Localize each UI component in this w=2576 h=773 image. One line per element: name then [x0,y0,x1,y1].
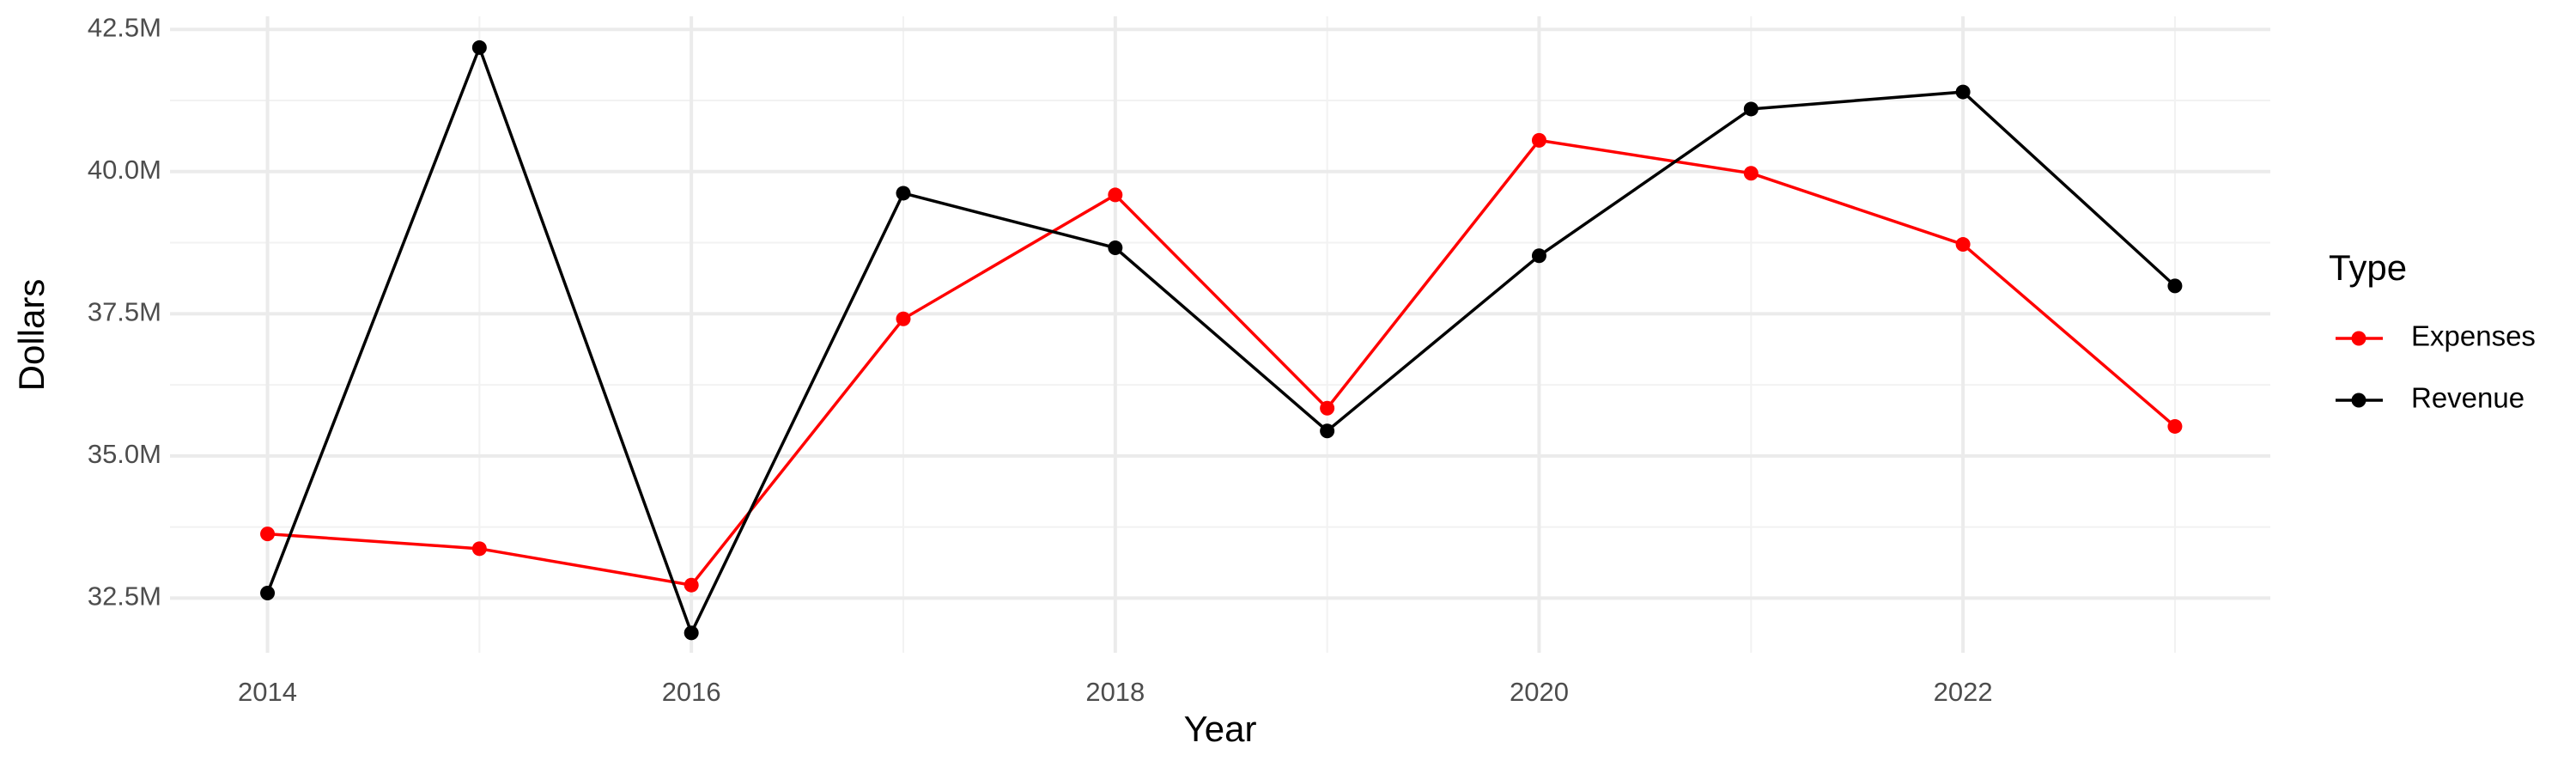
data-point [260,585,276,600]
series-line [265,43,2177,637]
legend-key-point [2351,393,2366,408]
y-axis-title: Dollars [11,279,52,392]
data-point [896,186,911,201]
data-point [471,541,487,557]
series-line [267,138,2177,587]
data-point [1955,84,1971,100]
legend-title: Type [2329,247,2407,288]
y-tick-label: 40.0M [88,155,161,185]
data-point [1955,237,1971,253]
data-point [683,577,699,593]
y-tick-label: 37.5M [88,297,161,327]
y-tick-label: 32.5M [88,581,161,612]
x-tick-label: 2020 [1510,677,1569,707]
marks [260,40,2183,641]
data-point [1320,400,1335,416]
x-tick-label: 2018 [1085,677,1145,707]
y-tick-label: 42.5M [88,12,161,42]
data-point [1743,166,1759,181]
data-point [896,311,911,326]
data-point [2167,278,2183,294]
data-point [1108,187,1123,203]
data-point [683,625,699,641]
x-axis-title: Year [1184,709,1257,749]
data-point [1531,132,1546,148]
legend-label: Expenses [2411,320,2536,352]
y-tick-label: 35.0M [88,439,161,469]
data-point [1108,240,1123,256]
x-tick-label: 2022 [1934,677,1993,707]
x-tick-label: 2014 [238,677,297,707]
data-point [1531,248,1546,264]
legend-label: Revenue [2411,382,2524,414]
x-tick-label: 2016 [662,677,721,707]
data-point [1320,423,1335,439]
data-point [260,526,276,542]
legend-key-point [2351,331,2366,346]
data-point [471,40,487,55]
data-point [1743,101,1759,117]
data-point [2167,418,2183,434]
grid [170,16,2270,653]
